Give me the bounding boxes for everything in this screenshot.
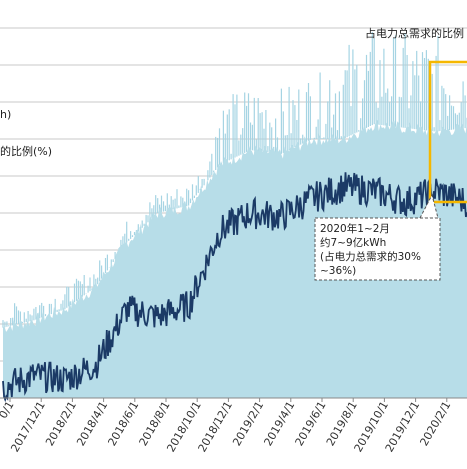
area-spikes [2, 32, 467, 328]
callout-box [314, 217, 441, 281]
line-series [2, 172, 467, 403]
callout-line-2: 约7~9亿kWh [320, 236, 386, 249]
x-tick-label: 2019/2/1 [230, 399, 266, 448]
callout-line-1: 2020年1~2月 [320, 222, 390, 235]
x-tick-label: 2018/8/1 [137, 399, 173, 448]
x-tick-label: 2020/2/1 [417, 399, 453, 448]
x-tick-label: 2018/6/1 [105, 399, 141, 448]
callout-leader [419, 193, 439, 219]
legend-label-upper: h) [0, 108, 11, 121]
callout-line-3: (占电力总需求的30% [320, 250, 421, 263]
x-tick-label: 2018/2/1 [43, 399, 79, 448]
x-tick-label: 2019/6/1 [293, 399, 329, 448]
x-tick-label: 2018/4/1 [74, 399, 110, 448]
x-axis-ticks: 0/12017/12/12018/2/12018/4/12018/6/12018… [0, 398, 453, 454]
legend-label-lower: 的比例(%) [0, 144, 52, 158]
x-tick-label: 0/1 [0, 399, 17, 421]
callout-line-4: ~36%) [320, 265, 356, 277]
x-tick-label: 2019/4/1 [261, 399, 297, 448]
highlight-box [428, 60, 467, 204]
legend-top-right: 占电力总需求的比例 [365, 26, 464, 40]
x-tick-label: 2019/8/1 [324, 399, 360, 448]
